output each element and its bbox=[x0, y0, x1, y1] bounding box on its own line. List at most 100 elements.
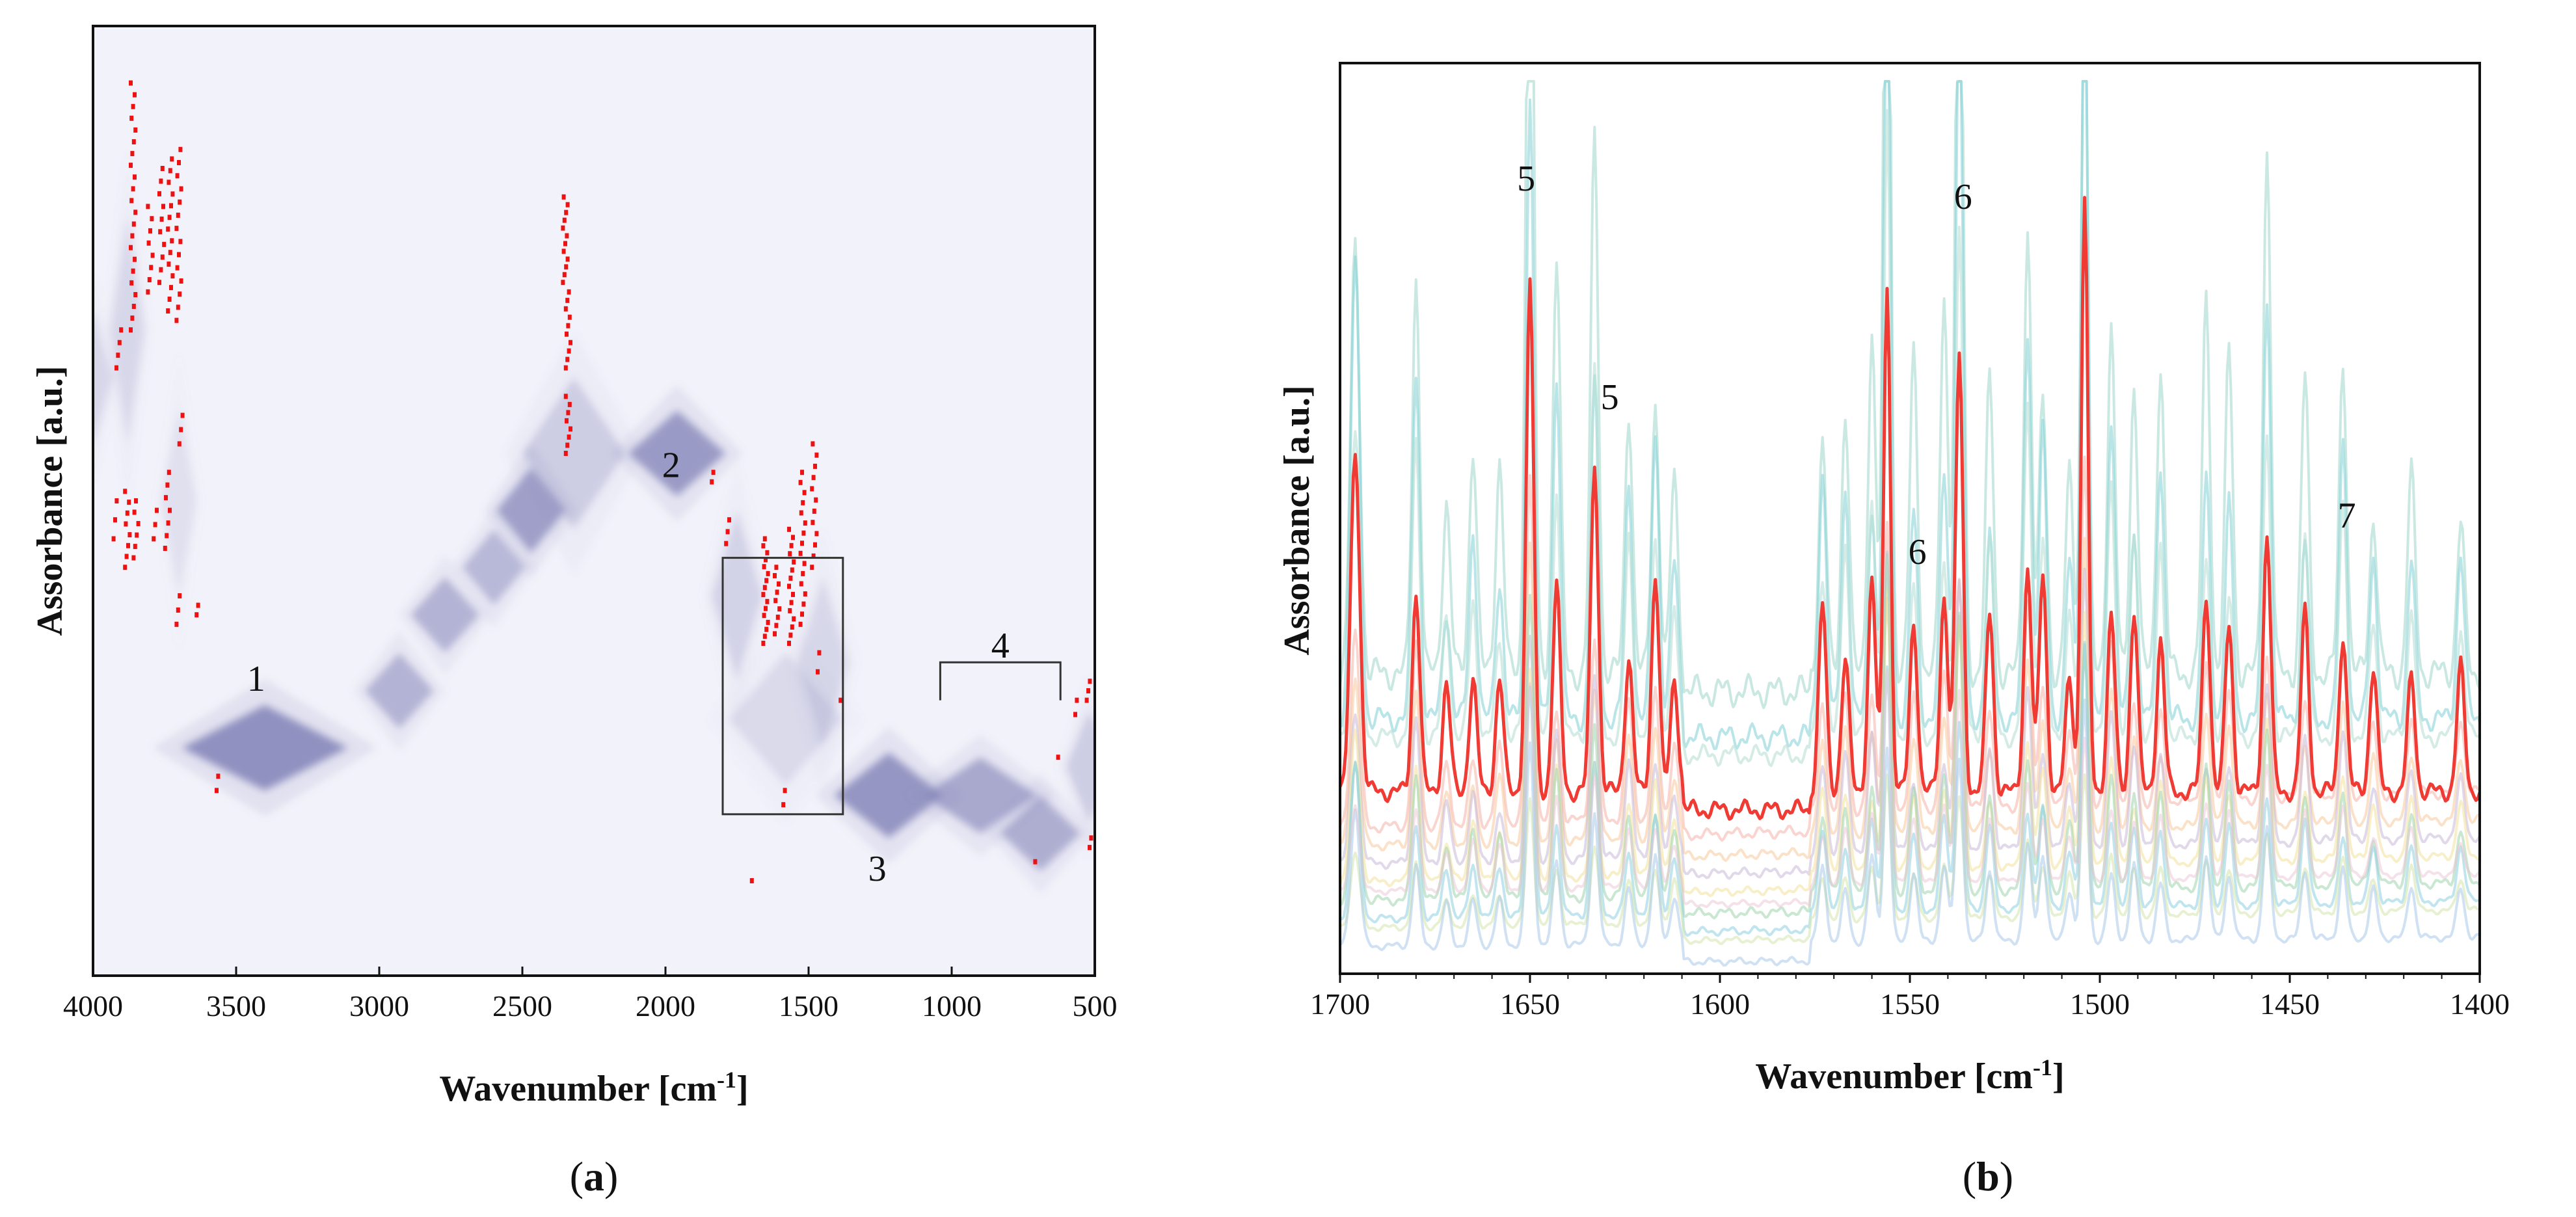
x-tick-label: 1000 bbox=[922, 989, 982, 1023]
red-marker bbox=[1089, 835, 1093, 841]
red-marker bbox=[170, 273, 175, 279]
red-marker bbox=[166, 308, 170, 314]
peak-annotation: 2 bbox=[662, 446, 680, 486]
red-marker bbox=[816, 669, 820, 675]
red-marker bbox=[773, 573, 777, 578]
red-marker bbox=[562, 217, 567, 223]
red-marker bbox=[800, 611, 804, 617]
red-marker bbox=[134, 498, 138, 503]
red-marker bbox=[155, 507, 159, 513]
red-marker bbox=[111, 536, 116, 542]
red-marker bbox=[136, 521, 141, 526]
heatmap-band bbox=[462, 529, 526, 606]
red-marker bbox=[180, 412, 185, 418]
red-marker bbox=[132, 509, 137, 515]
red-marker bbox=[175, 265, 180, 271]
red-marker bbox=[562, 272, 567, 278]
red-marker bbox=[801, 570, 805, 576]
red-marker bbox=[762, 564, 766, 570]
red-marker bbox=[178, 146, 183, 152]
red-marker bbox=[567, 289, 571, 295]
red-marker bbox=[178, 199, 182, 205]
red-marker bbox=[152, 536, 156, 542]
red-marker bbox=[761, 641, 766, 646]
red-marker bbox=[814, 497, 818, 503]
red-marker bbox=[165, 482, 170, 488]
red-marker bbox=[176, 212, 180, 218]
red-marker bbox=[167, 470, 171, 475]
red-marker bbox=[764, 626, 769, 632]
red-marker bbox=[813, 463, 817, 469]
red-marker bbox=[811, 553, 816, 559]
red-marker bbox=[803, 591, 807, 597]
heatmap-band bbox=[797, 576, 849, 748]
red-marker bbox=[561, 248, 566, 254]
red-marker bbox=[178, 593, 182, 598]
spectrum-line bbox=[1340, 537, 2480, 863]
red-marker bbox=[176, 304, 180, 310]
red-marker bbox=[792, 616, 796, 622]
red-marker bbox=[563, 241, 567, 247]
red-marker bbox=[123, 565, 127, 570]
red-marker bbox=[1033, 859, 1038, 864]
red-marker bbox=[565, 256, 570, 262]
red-marker bbox=[148, 228, 152, 234]
red-marker bbox=[783, 788, 787, 794]
red-marker bbox=[566, 410, 570, 416]
red-marker bbox=[565, 356, 570, 362]
red-marker bbox=[710, 479, 714, 485]
red-marker bbox=[177, 160, 181, 165]
heatmap-band bbox=[410, 576, 479, 653]
red-marker bbox=[130, 315, 135, 321]
red-marker bbox=[160, 166, 165, 171]
red-marker bbox=[563, 394, 568, 399]
peak-annotation: 5 bbox=[1517, 159, 1535, 199]
red-marker bbox=[168, 507, 172, 513]
red-marker bbox=[567, 348, 571, 354]
red-marker bbox=[569, 426, 572, 432]
red-marker bbox=[801, 530, 806, 536]
x-tick-label: 1600 bbox=[1690, 987, 1750, 1021]
red-marker bbox=[125, 510, 129, 516]
red-marker bbox=[561, 194, 566, 200]
red-marker bbox=[761, 543, 766, 549]
red-marker bbox=[724, 541, 729, 546]
red-marker bbox=[133, 92, 137, 98]
red-marker bbox=[564, 264, 569, 270]
red-marker bbox=[788, 608, 792, 613]
red-marker bbox=[810, 486, 814, 492]
red-marker bbox=[146, 204, 150, 209]
red-marker bbox=[126, 542, 130, 548]
red-marker bbox=[800, 541, 804, 546]
red-marker bbox=[1056, 755, 1060, 760]
red-marker bbox=[131, 186, 135, 192]
red-marker bbox=[169, 285, 173, 291]
red-marker bbox=[159, 216, 164, 222]
red-marker bbox=[798, 621, 803, 627]
red-marker bbox=[561, 280, 565, 286]
red-marker bbox=[129, 80, 133, 86]
red-marker bbox=[159, 267, 163, 273]
red-marker bbox=[725, 529, 730, 535]
red-marker bbox=[777, 606, 782, 612]
region-bracket bbox=[939, 661, 1062, 701]
red-marker bbox=[146, 240, 151, 246]
red-marker bbox=[1086, 688, 1090, 693]
red-marker bbox=[803, 520, 807, 526]
red-marker bbox=[774, 565, 779, 570]
red-marker bbox=[1075, 697, 1079, 703]
peak-annotation: 1 bbox=[247, 659, 265, 699]
heatmap-band bbox=[522, 377, 626, 529]
red-marker bbox=[131, 555, 136, 561]
red-marker bbox=[133, 544, 137, 550]
red-marker bbox=[802, 561, 807, 567]
red-marker bbox=[113, 517, 117, 523]
red-marker bbox=[564, 209, 569, 215]
red-marker bbox=[1084, 697, 1089, 703]
red-marker bbox=[788, 551, 792, 557]
red-marker bbox=[179, 427, 183, 433]
red-marker bbox=[129, 245, 133, 250]
red-marker bbox=[175, 173, 180, 179]
red-marker bbox=[565, 297, 570, 303]
red-marker bbox=[811, 520, 815, 526]
